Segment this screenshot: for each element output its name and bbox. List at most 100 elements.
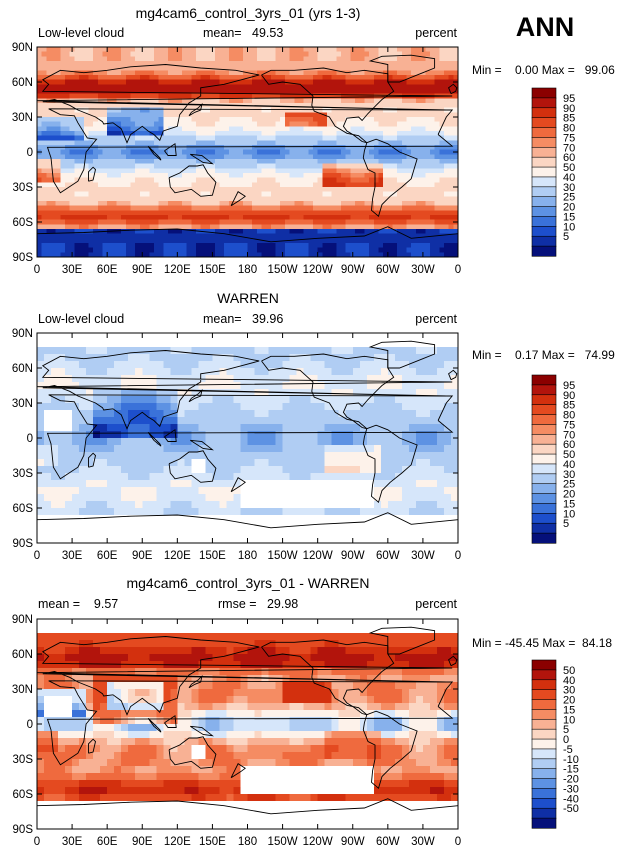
- heat-cell: [144, 182, 150, 188]
- heat-cell: [420, 149, 426, 155]
- heat-cell: [312, 75, 319, 81]
- heat-cell: [317, 93, 323, 99]
- heat-cell: [415, 340, 424, 348]
- heat-cell: [86, 389, 94, 397]
- heat-cell: [153, 233, 160, 239]
- heat-cell: [144, 187, 150, 193]
- heat-cell: [373, 403, 382, 411]
- heat-cell: [226, 347, 234, 355]
- heat-cell: [224, 210, 230, 216]
- heat-cell: [93, 243, 99, 249]
- heat-cell: [261, 424, 269, 432]
- heat-cell: [420, 51, 426, 57]
- heat-cell: [74, 229, 80, 235]
- heat-cell: [317, 389, 326, 397]
- heat-cell: [186, 215, 192, 221]
- heat-cell: [298, 51, 305, 57]
- heat-cell: [153, 201, 160, 207]
- heat-cell: [261, 347, 269, 355]
- heat-cell: [345, 375, 354, 383]
- heat-cell: [233, 145, 239, 151]
- heat-cell: [275, 205, 281, 211]
- heat-cell: [130, 121, 136, 127]
- heat-cell: [238, 70, 244, 76]
- heat-cell: [58, 417, 66, 425]
- heat-cell: [172, 89, 178, 95]
- heat-cell: [383, 103, 389, 109]
- heat-cell: [111, 93, 117, 99]
- heat-cell: [378, 196, 384, 202]
- heat-cell: [294, 219, 300, 225]
- heat-cell: [93, 233, 99, 239]
- heat-cell: [312, 196, 319, 202]
- heat-cell: [121, 196, 127, 202]
- heat-cell: [397, 126, 403, 132]
- heat-cell: [184, 333, 192, 341]
- heat-cell: [46, 117, 52, 123]
- heat-cell: [51, 168, 57, 174]
- heat-cell: [51, 149, 57, 155]
- heat-cell: [214, 149, 220, 155]
- heat-cell: [242, 61, 248, 67]
- heat-cell: [72, 368, 80, 376]
- heat-cell: [289, 215, 295, 221]
- heat-cell: [153, 182, 160, 188]
- heat-cell: [345, 149, 351, 155]
- heat-cell: [182, 238, 188, 244]
- heat-cell: [205, 243, 211, 249]
- heat-cell: [219, 126, 225, 132]
- heat-cell: [51, 196, 57, 202]
- heat-cell: [79, 224, 85, 230]
- x-tick-label: 90W: [341, 264, 365, 276]
- heat-cell: [111, 247, 117, 253]
- heat-cell: [149, 187, 155, 193]
- heat-cell: [37, 347, 45, 355]
- heat-cell: [434, 56, 440, 62]
- heat-cell: [238, 210, 244, 216]
- heat-cell: [296, 354, 305, 362]
- heat-cell: [205, 51, 211, 57]
- heat-cell: [41, 84, 47, 90]
- heat-cell: [158, 247, 164, 253]
- heat-cell: [65, 121, 71, 127]
- heat-cell: [226, 403, 234, 411]
- heat-cell: [219, 168, 225, 174]
- heat-cell: [439, 182, 445, 188]
- heat-cell: [448, 117, 454, 123]
- heat-cell: [270, 51, 276, 57]
- heat-cell: [191, 145, 197, 151]
- heat-cell: [392, 51, 398, 57]
- heat-cell: [336, 93, 342, 99]
- heat-cell: [352, 368, 361, 376]
- heat-cell: [83, 121, 89, 127]
- heat-cell: [144, 93, 150, 99]
- heat-cell: [415, 173, 421, 179]
- heat-cell: [100, 424, 108, 432]
- heat-cell: [434, 191, 440, 197]
- heat-cell: [107, 205, 113, 211]
- heat-cell: [275, 47, 281, 53]
- heat-cell: [191, 238, 197, 244]
- heat-cell: [149, 219, 155, 225]
- heat-cell: [69, 224, 75, 230]
- heat-cell: [228, 51, 234, 57]
- heat-cell: [406, 182, 412, 188]
- heat-cell: [282, 382, 290, 390]
- heat-cell: [93, 121, 99, 127]
- heat-cell: [383, 173, 389, 179]
- heat-cell: [177, 93, 183, 99]
- heat-cell: [74, 61, 80, 67]
- heat-cell: [69, 103, 75, 109]
- heat-cell: [46, 51, 52, 57]
- heat-cell: [355, 210, 361, 216]
- heat-cell: [261, 182, 267, 188]
- heat-cell: [149, 79, 155, 85]
- heat-cell: [387, 89, 393, 95]
- heat-cell: [369, 121, 375, 127]
- heat-cell: [303, 159, 309, 165]
- heat-cell: [289, 361, 298, 369]
- heat-cell: [233, 201, 239, 207]
- heat-cell: [366, 389, 375, 397]
- heat-cell: [72, 424, 80, 432]
- heat-cell: [65, 187, 71, 193]
